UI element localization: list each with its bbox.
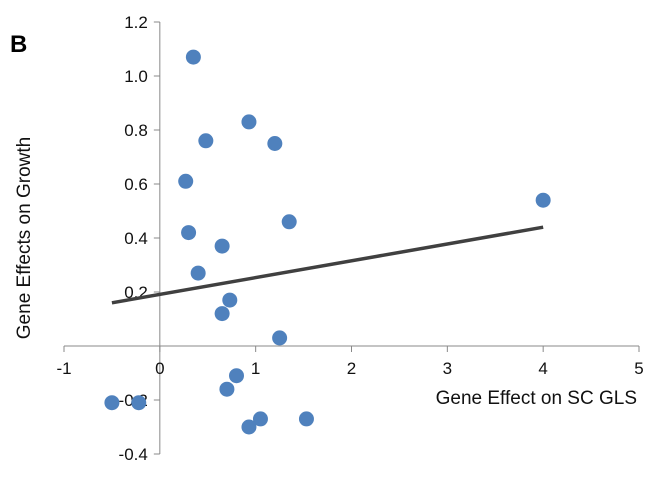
y-tick-label: -0.4 bbox=[119, 445, 148, 464]
x-tick-label: 5 bbox=[634, 359, 643, 378]
data-point bbox=[252, 411, 268, 427]
data-point bbox=[222, 292, 238, 308]
data-point bbox=[131, 395, 147, 411]
y-tick-label: 0.6 bbox=[124, 175, 148, 194]
panel-label: B bbox=[10, 31, 27, 58]
y-tick-label: 1.0 bbox=[124, 67, 148, 86]
data-point bbox=[185, 49, 201, 65]
x-axis-ticks: -1 0 1 2 3 4 5 bbox=[56, 346, 644, 378]
trendline bbox=[111, 225, 544, 305]
y-tick-label: 0.4 bbox=[124, 229, 148, 248]
data-point bbox=[198, 133, 214, 149]
data-point bbox=[214, 306, 230, 322]
data-point bbox=[535, 192, 551, 208]
data-point bbox=[229, 368, 244, 384]
y-tick-label: 1.2 bbox=[124, 13, 148, 32]
data-point bbox=[181, 225, 197, 241]
data-point bbox=[178, 173, 194, 189]
y-tick-label: 0.8 bbox=[124, 121, 148, 140]
x-tick-label: 0 bbox=[155, 359, 164, 378]
data-point bbox=[281, 214, 297, 230]
data-point bbox=[104, 395, 120, 411]
y-axis-title: Gene Effects on Growth bbox=[14, 137, 35, 339]
data-point bbox=[241, 419, 257, 435]
x-tick-label: 4 bbox=[538, 359, 547, 378]
data-point bbox=[241, 114, 257, 130]
data-point bbox=[267, 136, 283, 151]
data-point bbox=[272, 330, 288, 346]
x-tick-label: 3 bbox=[443, 359, 452, 378]
x-tick-label: 1 bbox=[251, 359, 260, 378]
data-point bbox=[298, 411, 314, 427]
x-tick-label: -1 bbox=[56, 359, 71, 378]
data-point bbox=[190, 265, 206, 281]
data-point bbox=[214, 238, 230, 254]
x-axis-title: Gene Effect on SC GLS bbox=[436, 388, 637, 409]
x-tick-label: 2 bbox=[347, 359, 356, 378]
data-point bbox=[219, 381, 235, 397]
data-points bbox=[104, 49, 551, 435]
